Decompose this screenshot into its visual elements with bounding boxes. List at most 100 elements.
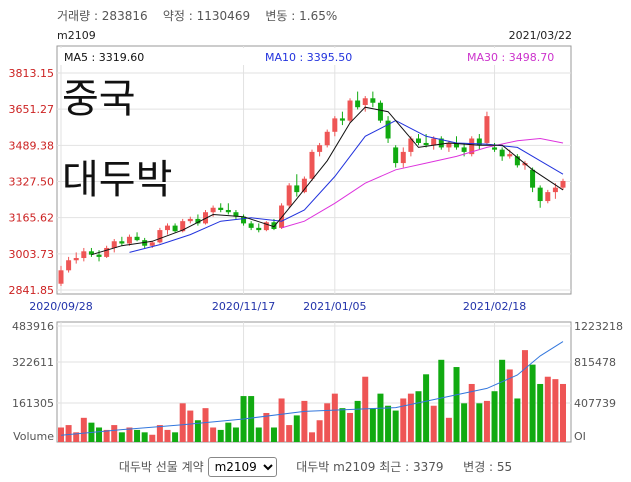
as-of-date: 2021/03/22 <box>508 29 572 42</box>
candle-body <box>377 102 383 121</box>
stats-bar: 거래량 : 283816 약정 : 1130469 변동 : 1.65% <box>57 9 338 23</box>
candle-body <box>203 212 209 224</box>
price-tick-label: 3813.15 <box>9 67 55 80</box>
candle-body <box>347 100 353 121</box>
candle-body <box>355 100 361 108</box>
change-stat-value: 1.65% <box>299 9 338 23</box>
candle-body <box>454 142 460 148</box>
candle-body <box>119 241 125 244</box>
volume-bar <box>156 425 163 442</box>
candle-body <box>233 212 239 217</box>
candle-body <box>499 149 505 157</box>
volume-bar <box>141 432 148 442</box>
candle-body <box>164 225 170 231</box>
volume-bar <box>430 405 437 442</box>
candle-body <box>96 254 102 257</box>
volume-bar <box>187 410 194 442</box>
candle-body <box>58 270 64 284</box>
candle-body <box>408 138 414 152</box>
candle-body <box>530 169 536 188</box>
candle-body <box>225 209 231 213</box>
open-interest-line <box>60 341 564 436</box>
candle-body <box>362 98 368 105</box>
contract-stat-label: 약정 <box>162 9 185 23</box>
legend-background <box>58 48 570 65</box>
candle-body <box>218 207 224 210</box>
volume-bar <box>415 391 422 442</box>
candle-body <box>81 251 87 259</box>
volume-bar <box>544 376 551 442</box>
candle-body <box>301 178 307 193</box>
candle-body <box>393 147 399 164</box>
volume-bar <box>232 427 239 442</box>
candle-body <box>537 187 543 202</box>
candle-body <box>514 156 520 166</box>
candle-body <box>332 118 338 132</box>
oi-tick-label: 815478 <box>574 356 616 369</box>
candle-body <box>149 242 155 246</box>
volume-bar <box>309 432 315 442</box>
candle-body <box>385 120 391 139</box>
volume-bar <box>58 427 64 442</box>
candle-body <box>256 227 262 231</box>
candle-body <box>286 185 292 206</box>
date-tick-label: 2020/11/17 <box>212 300 275 313</box>
volume-bar <box>217 429 224 442</box>
candle-body <box>484 116 490 143</box>
ma5-line <box>91 106 564 256</box>
price-tick-label: 3489.38 <box>9 139 55 152</box>
volume-bar <box>286 425 293 442</box>
volume-bar <box>118 432 125 442</box>
legend-ma5: MA5 : 3319.60 <box>64 51 144 64</box>
candle-body <box>263 222 269 231</box>
contract-select[interactable]: m2109 <box>207 457 277 477</box>
volume-axis-label: Volume <box>13 430 54 443</box>
candle-body <box>324 131 330 146</box>
change-stat-label: 변동 <box>265 9 288 23</box>
candle-body <box>507 154 513 157</box>
date-tick-label: 2020/09/28 <box>29 300 92 313</box>
volume-bar <box>347 412 354 442</box>
candle-body <box>187 218 193 222</box>
watermark-line2: 대두박 <box>62 157 172 203</box>
candle-body <box>180 221 186 232</box>
candle-body <box>461 147 467 152</box>
candle-body <box>195 218 201 224</box>
volume-bars <box>58 350 566 442</box>
candle-body <box>560 180 566 188</box>
volume-bar <box>324 403 331 442</box>
candle-body <box>552 187 558 193</box>
volume-bar <box>483 400 490 442</box>
candle-body <box>134 236 140 241</box>
watermark-line1: 중국 <box>62 76 136 122</box>
ma30-line <box>281 137 564 229</box>
volume-bar <box>331 393 338 442</box>
legend-ma10: MA10 : 3395.50 <box>265 51 352 64</box>
candle-body <box>370 98 376 103</box>
candle-body <box>126 236 132 244</box>
footer-prefix: 대두박 선물 계약 <box>118 460 204 474</box>
candles <box>58 91 566 286</box>
volume-bar <box>301 400 308 442</box>
candle-body <box>142 240 148 246</box>
volume-bar <box>210 427 217 442</box>
price-tick-label: 3327.50 <box>9 176 55 189</box>
volume-bar <box>255 427 262 442</box>
volume-bar <box>476 403 483 442</box>
contract-code: m2109 <box>57 29 96 42</box>
volume-bar <box>172 432 179 442</box>
oi-axis-label: OI <box>574 430 586 443</box>
contract-stat-value: 1130469 <box>196 9 251 23</box>
volume-bar <box>468 383 475 442</box>
volume-bar <box>506 369 513 442</box>
volume-bar <box>103 429 110 442</box>
candle-body <box>492 147 498 150</box>
candle-body <box>66 260 72 271</box>
candle-body <box>157 230 163 243</box>
candle-body <box>438 138 444 148</box>
volume-bar <box>407 393 414 442</box>
volume-bar <box>354 400 361 442</box>
volume-bar <box>225 422 232 442</box>
volume-bar <box>400 398 407 442</box>
candle-body <box>88 251 94 255</box>
